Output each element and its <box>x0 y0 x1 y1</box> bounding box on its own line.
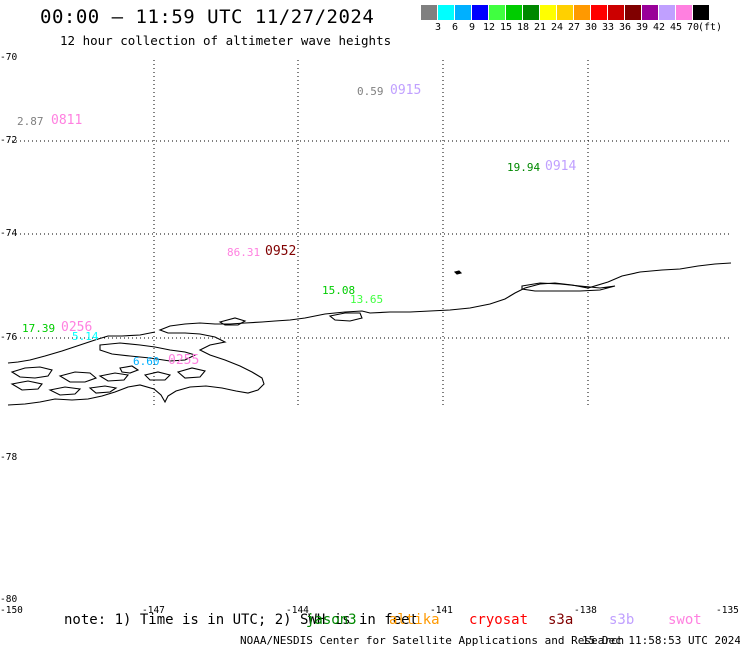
legend-level-label: 42 <box>652 22 666 33</box>
legend-swatch <box>591 5 608 20</box>
legend-swatch <box>608 5 625 20</box>
observation-time: 0811 <box>51 113 83 128</box>
legend-swatch <box>506 5 523 20</box>
observation-time: 0255 <box>168 353 200 368</box>
wave-height-value: 86.31 <box>227 246 261 259</box>
legend-level-label: 24 <box>550 22 564 33</box>
satellite-altika: altika <box>389 612 440 628</box>
legend-swatch <box>540 5 557 20</box>
satellite-s3a: s3a <box>548 612 574 628</box>
legend-swatch <box>625 5 642 20</box>
legend-unit: (ft) <box>698 22 723 33</box>
lat-label: -76 <box>0 332 18 343</box>
map-title: 00:00 – 11:59 UTC 11/27/2024 <box>40 6 375 28</box>
lat-label: -70 <box>0 52 18 63</box>
legend-level-label: 30 <box>584 22 598 33</box>
legend-swatch <box>472 5 489 20</box>
wave-height-value: 19.94 <box>507 161 541 174</box>
legend-swatch <box>659 5 676 20</box>
map-grid <box>8 60 732 405</box>
legend-swatch <box>642 5 659 20</box>
lon-label: -144 <box>286 605 309 616</box>
legend-level-label: 27 <box>567 22 581 33</box>
generated-timestamp: 15 Dec 11:58:53 UTC 2024 <box>582 634 740 647</box>
lon-label: -141 <box>430 605 453 616</box>
lon-label: -147 <box>142 605 165 616</box>
legend-swatch <box>421 5 438 20</box>
observation-time: 0256 <box>61 320 93 335</box>
observation-time: 0952 <box>265 244 297 259</box>
legend-swatch <box>489 5 506 20</box>
wave-height-value: 2.87 <box>17 115 44 128</box>
legend-swatch <box>455 5 472 20</box>
legend-level-label: 39 <box>635 22 649 33</box>
wave-height-value: 17.39 <box>22 322 56 335</box>
satellite-cryosat: cryosat <box>469 612 529 628</box>
wave-height-value: 15.08 <box>322 284 356 297</box>
map-subtitle: 12 hour collection of altimeter wave hei… <box>60 33 392 48</box>
legend-level-label: 6 <box>451 22 459 33</box>
coastline <box>7 262 732 406</box>
legend-swatch <box>693 5 710 20</box>
legend-swatch <box>438 5 455 20</box>
satellite-s3b: s3b <box>609 612 635 628</box>
legend-swatch <box>557 5 574 20</box>
legend-level-label: 18 <box>516 22 530 33</box>
legend-level-label: 3 <box>434 22 442 33</box>
wave-height-value: 6.60 <box>133 355 160 368</box>
lon-label: -135 <box>716 605 739 616</box>
wave-height-value: 0.59 <box>357 85 384 98</box>
wave-height-value: 5.14 <box>72 330 99 343</box>
satellite-swot: swot <box>668 612 702 628</box>
legend-level-label: 70 <box>686 22 700 33</box>
lon-label: -138 <box>574 605 597 616</box>
lat-label: -74 <box>0 228 18 239</box>
lat-label: -80 <box>0 594 18 605</box>
legend-level-label: 21 <box>533 22 547 33</box>
legend-swatch <box>574 5 591 20</box>
legend-level-label: 36 <box>618 22 632 33</box>
legend-level-label: 9 <box>468 22 476 33</box>
observation-time: 0915 <box>390 83 422 98</box>
legend-level-label: 33 <box>601 22 615 33</box>
footnote: note: 1) Time is in UTC; 2) SWH is in fe… <box>64 612 419 628</box>
legend-level-label: 45 <box>669 22 683 33</box>
lat-label: -72 <box>0 135 18 146</box>
wave-height-value: 13.65 <box>350 293 384 306</box>
legend-swatch <box>676 5 693 20</box>
legend-swatch <box>523 5 540 20</box>
lon-label: -150 <box>0 605 23 616</box>
credit-text: NOAA/NESDIS Center for Satellite Applica… <box>240 634 625 647</box>
observation-time: 0914 <box>545 159 577 174</box>
lat-label: -78 <box>0 452 18 463</box>
legend-level-label: 12 <box>482 22 496 33</box>
legend-level-label: 15 <box>499 22 513 33</box>
satellite-jason3: jason3 <box>306 612 357 628</box>
